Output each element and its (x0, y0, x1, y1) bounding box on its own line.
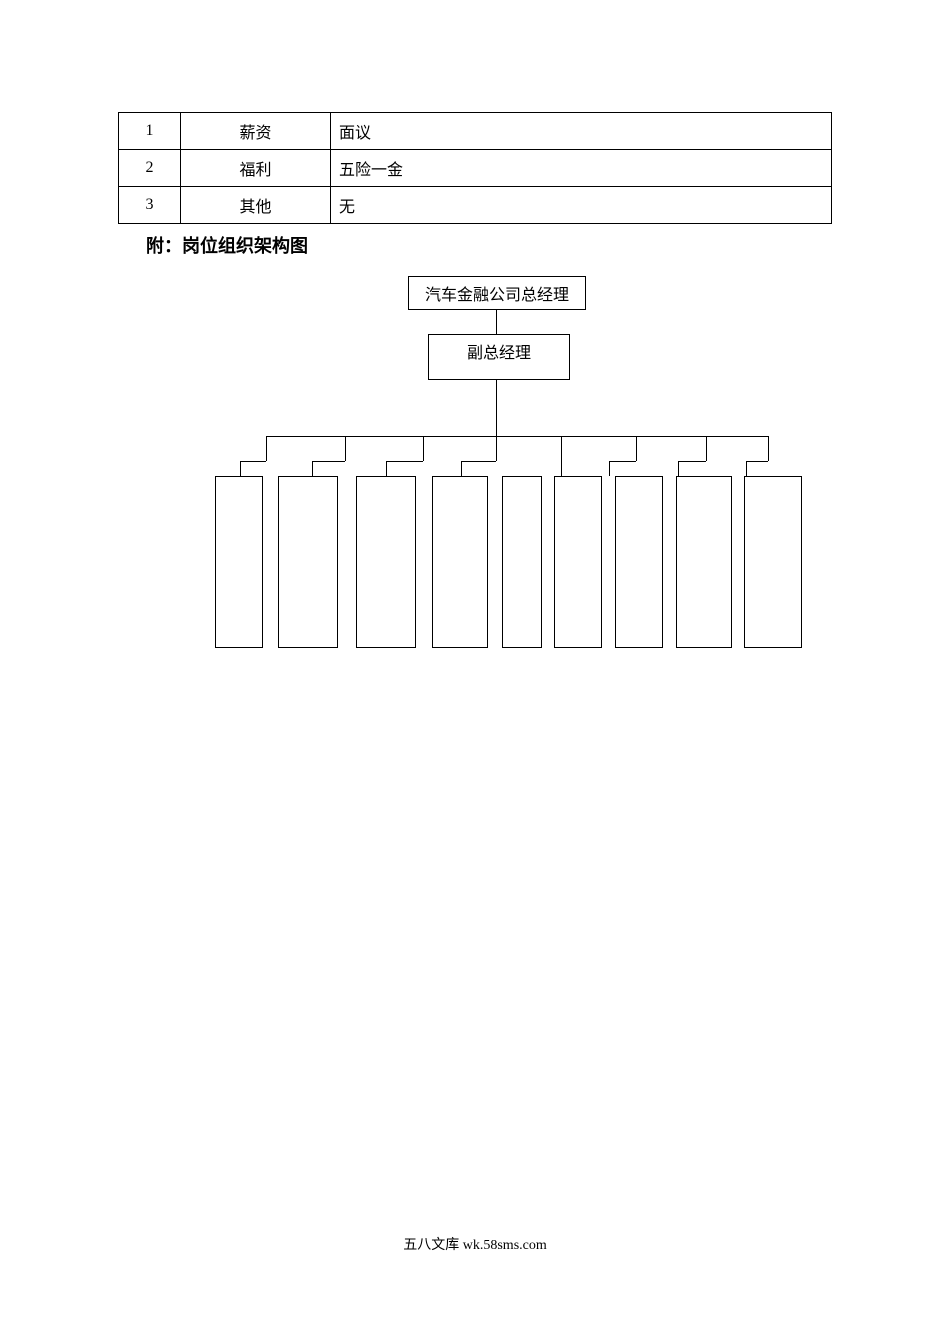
org-node-top: 汽车金融公司总经理 (408, 276, 586, 310)
row-label: 福利 (181, 150, 331, 187)
org-leaf-node (432, 476, 488, 648)
connector-line (609, 461, 610, 476)
connector-line (561, 436, 562, 476)
info-table: 1 薪资 面议 2 福利 五险一金 3 其他 无 (118, 112, 832, 224)
row-num: 2 (119, 150, 181, 187)
row-value: 五险一金 (331, 150, 832, 187)
page-footer: 五八文库 wk.58sms.com (0, 1234, 950, 1254)
row-num: 3 (119, 187, 181, 224)
org-leaf-node (356, 476, 416, 648)
connector-line (312, 461, 345, 462)
connector-line (312, 461, 313, 476)
connector-line (345, 436, 346, 461)
table-row: 3 其他 无 (119, 187, 832, 224)
connector-line (240, 461, 266, 462)
connector-line (496, 436, 497, 461)
connector-line (266, 436, 768, 437)
connector-line (461, 461, 496, 462)
org-leaf-node (676, 476, 732, 648)
connector-line (746, 461, 747, 476)
connector-line (496, 380, 497, 436)
connector-line (768, 436, 769, 461)
row-num: 1 (119, 113, 181, 150)
table-row: 2 福利 五险一金 (119, 150, 832, 187)
row-value: 无 (331, 187, 832, 224)
row-label: 薪资 (181, 113, 331, 150)
row-value: 面议 (331, 113, 832, 150)
org-leaf-node (615, 476, 663, 648)
section-heading: 附：岗位组织架构图 (146, 232, 832, 258)
connector-line (386, 461, 387, 476)
connector-line (386, 461, 423, 462)
org-node-sub: 副总经理 (428, 334, 570, 380)
org-leaf-node (744, 476, 802, 648)
org-leaf-node (215, 476, 263, 648)
connector-line (678, 461, 706, 462)
connector-line (423, 436, 424, 461)
connector-line (240, 461, 241, 476)
org-chart: 汽车金融公司总经理副总经理 (118, 276, 832, 696)
table-row: 1 薪资 面议 (119, 113, 832, 150)
connector-line (636, 436, 637, 461)
connector-line (609, 461, 636, 462)
org-leaf-node (554, 476, 602, 648)
org-leaf-node (278, 476, 338, 648)
row-label: 其他 (181, 187, 331, 224)
connector-line (461, 461, 462, 476)
connector-line (746, 461, 768, 462)
connector-line (266, 436, 267, 461)
org-leaf-node (502, 476, 542, 648)
connector-line (706, 436, 707, 461)
connector-line (496, 310, 497, 334)
connector-line (678, 461, 679, 476)
